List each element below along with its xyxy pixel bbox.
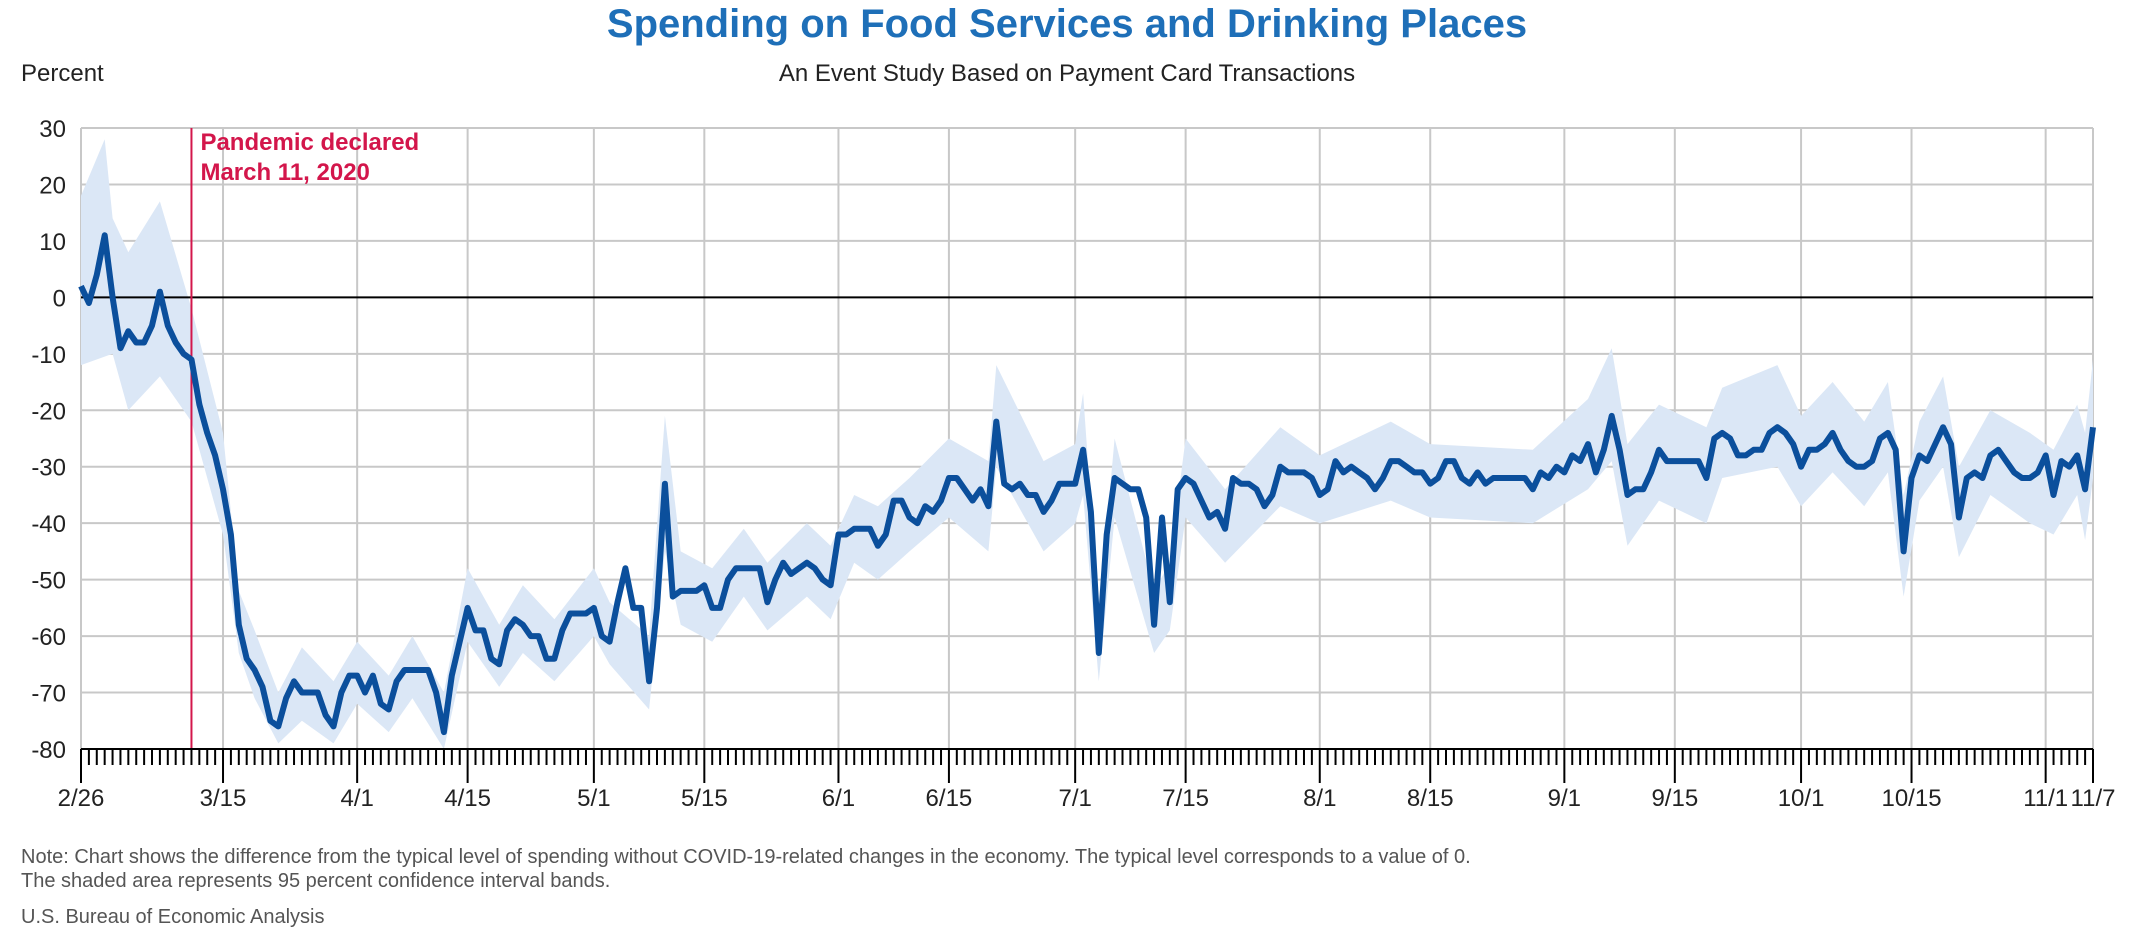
x-tick-label: 7/15 [1162, 785, 1209, 812]
x-tick-label: 9/1 [1548, 785, 1581, 812]
annotation-line2: March 11, 2020 [200, 159, 369, 186]
x-tick-label: 11/7 [2071, 785, 2116, 812]
y-tick-label: 20 [39, 172, 66, 199]
y-axis-unit-label: Percent [21, 60, 104, 87]
note-line-1: Note: Chart shows the difference from th… [21, 846, 1471, 868]
x-tick-label: 10/15 [1881, 785, 1941, 812]
x-tick-label: 6/1 [822, 785, 855, 812]
x-tick-label: 5/15 [681, 785, 728, 812]
x-tick-label: 6/15 [926, 785, 973, 812]
chart-subtitle: An Event Study Based on Payment Card Tra… [778, 60, 1356, 87]
x-tick-label: 4/1 [340, 785, 373, 812]
y-tick-label: 10 [39, 229, 66, 256]
note-line-2: The shaded area represents 95 percent co… [21, 870, 611, 892]
y-tick-label: -70 [31, 681, 66, 708]
x-tick-label: 4/15 [444, 785, 491, 812]
y-tick-label: -80 [31, 737, 66, 764]
chart-title: Spending on Food Services and Drinking P… [606, 2, 1528, 46]
y-tick-label: -20 [31, 398, 66, 425]
y-tick-label: -10 [31, 342, 66, 369]
x-tick-label: 7/1 [1058, 785, 1091, 812]
y-tick-label: -30 [31, 455, 66, 482]
annotation-line1: Pandemic declared [200, 129, 419, 156]
x-tick-label: 5/1 [577, 785, 610, 812]
x-tick-label: 11/1 [2023, 785, 2068, 812]
confidence-band [81, 139, 2093, 750]
x-tick-label: 8/1 [1303, 785, 1336, 812]
y-tick-label: -60 [31, 624, 66, 651]
y-tick-label: -50 [31, 568, 66, 595]
x-tick-label: 2/26 [58, 785, 105, 812]
y-tick-label: -40 [31, 511, 66, 538]
x-tick-label: 9/15 [1651, 785, 1698, 812]
spending-series-line [78, 232, 2096, 736]
x-tick-label: 10/1 [1778, 785, 1825, 812]
y-tick-label: 0 [53, 285, 66, 312]
x-tick-label: 8/15 [1407, 785, 1454, 812]
x-tick-label: 3/15 [200, 785, 247, 812]
x-axis: 2/26 3/15 4/1 4/15 5/1 5/15 6/1 6/15 7/1 7/15 8/1 8… [58, 748, 2116, 812]
y-tick-label: 30 [39, 116, 66, 143]
y-axis-ticks: 30 20 10 0 -10 -20 -30 -40 -50 -60 -70 -80 [31, 116, 66, 764]
source-label: U.S. Bureau of Economic Analysis [21, 906, 325, 928]
